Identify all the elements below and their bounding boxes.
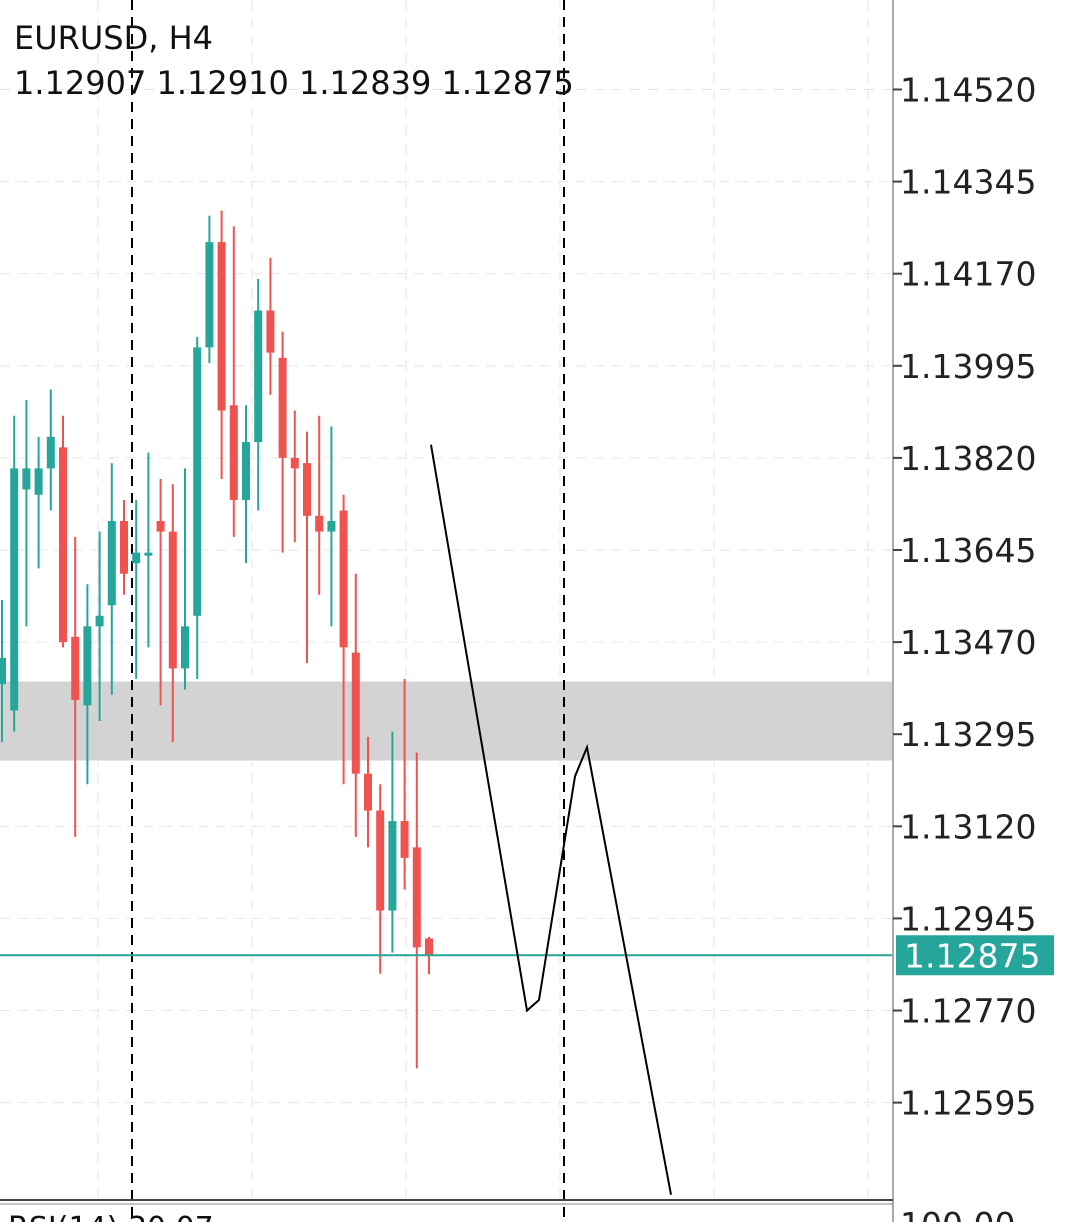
candle-body xyxy=(22,468,31,490)
candle-body xyxy=(290,457,299,469)
candle-body xyxy=(376,810,385,911)
indicator-level-label: 100.00 xyxy=(900,1205,1015,1222)
candle-body xyxy=(193,347,202,616)
candle-body xyxy=(83,626,92,706)
candle-body xyxy=(425,938,433,956)
candle-body xyxy=(303,463,311,516)
price-tick-label: 1.14520 xyxy=(900,70,1036,109)
candle-body xyxy=(364,773,372,811)
projection-drawing[interactable] xyxy=(430,444,672,1195)
indicator-label: RSI(14) 30.07 xyxy=(8,1211,214,1222)
candle-body xyxy=(315,515,324,532)
current-price-tag: 1.12875 xyxy=(896,935,1054,976)
candle-body xyxy=(59,447,67,643)
candle-body xyxy=(412,847,421,948)
candle-body xyxy=(278,357,287,458)
candle-body xyxy=(144,552,153,556)
candle-body xyxy=(34,468,43,495)
symbol-timeframe: EURUSD, H4 xyxy=(14,19,214,57)
candle-body xyxy=(327,521,336,532)
candle-body xyxy=(156,521,165,532)
candle-body xyxy=(0,657,6,685)
ohlc-values: 1.12907 1.12910 1.12839 1.12875 xyxy=(14,64,574,102)
candles xyxy=(0,210,433,1069)
candle-body xyxy=(217,242,226,411)
current-price-tag-label: 1.12875 xyxy=(904,936,1040,975)
candle-body xyxy=(229,405,238,500)
price-tick-label: 1.14170 xyxy=(900,255,1036,294)
support-resistance-zone[interactable] xyxy=(0,681,893,761)
candle-body xyxy=(46,436,55,469)
price-tick-label: 1.12770 xyxy=(900,992,1036,1031)
chart-header: EURUSD, H4 1.12907 1.12910 1.12839 1.128… xyxy=(14,18,574,103)
price-tick-label: 1.13820 xyxy=(900,439,1036,478)
candle-body xyxy=(71,636,80,700)
candle-body xyxy=(242,442,250,500)
candle-body xyxy=(205,242,214,348)
current-price-tag-box xyxy=(896,935,1054,976)
candle-body xyxy=(266,310,275,353)
candle-body xyxy=(107,521,116,606)
price-tick-label: 1.14345 xyxy=(900,163,1036,202)
candle-body xyxy=(400,821,409,858)
candle-body xyxy=(168,531,177,669)
price-tick-label: 1.13995 xyxy=(900,347,1036,386)
price-tick-label: 1.13470 xyxy=(900,623,1036,662)
price-tick-label: 1.13645 xyxy=(900,531,1036,570)
price-tick-label: 1.13120 xyxy=(900,807,1036,846)
candle-body xyxy=(351,652,360,774)
candle-body xyxy=(254,310,263,443)
candle-body xyxy=(339,510,348,648)
candle-body xyxy=(120,521,128,574)
candle-body xyxy=(10,468,19,711)
candle-body xyxy=(181,626,189,669)
candle-body xyxy=(388,821,397,911)
grid xyxy=(0,0,893,1200)
price-tick-label: 1.12595 xyxy=(900,1084,1036,1123)
price-axis[interactable]: 1.14520 1.14345 1.14170 1.13995 1.13820 1.136… xyxy=(893,70,1036,1123)
price-tick-label: 1.12945 xyxy=(900,899,1036,938)
candle-body xyxy=(95,615,104,627)
candle-body xyxy=(132,552,141,564)
price-tick-label: 1.13295 xyxy=(900,715,1036,754)
